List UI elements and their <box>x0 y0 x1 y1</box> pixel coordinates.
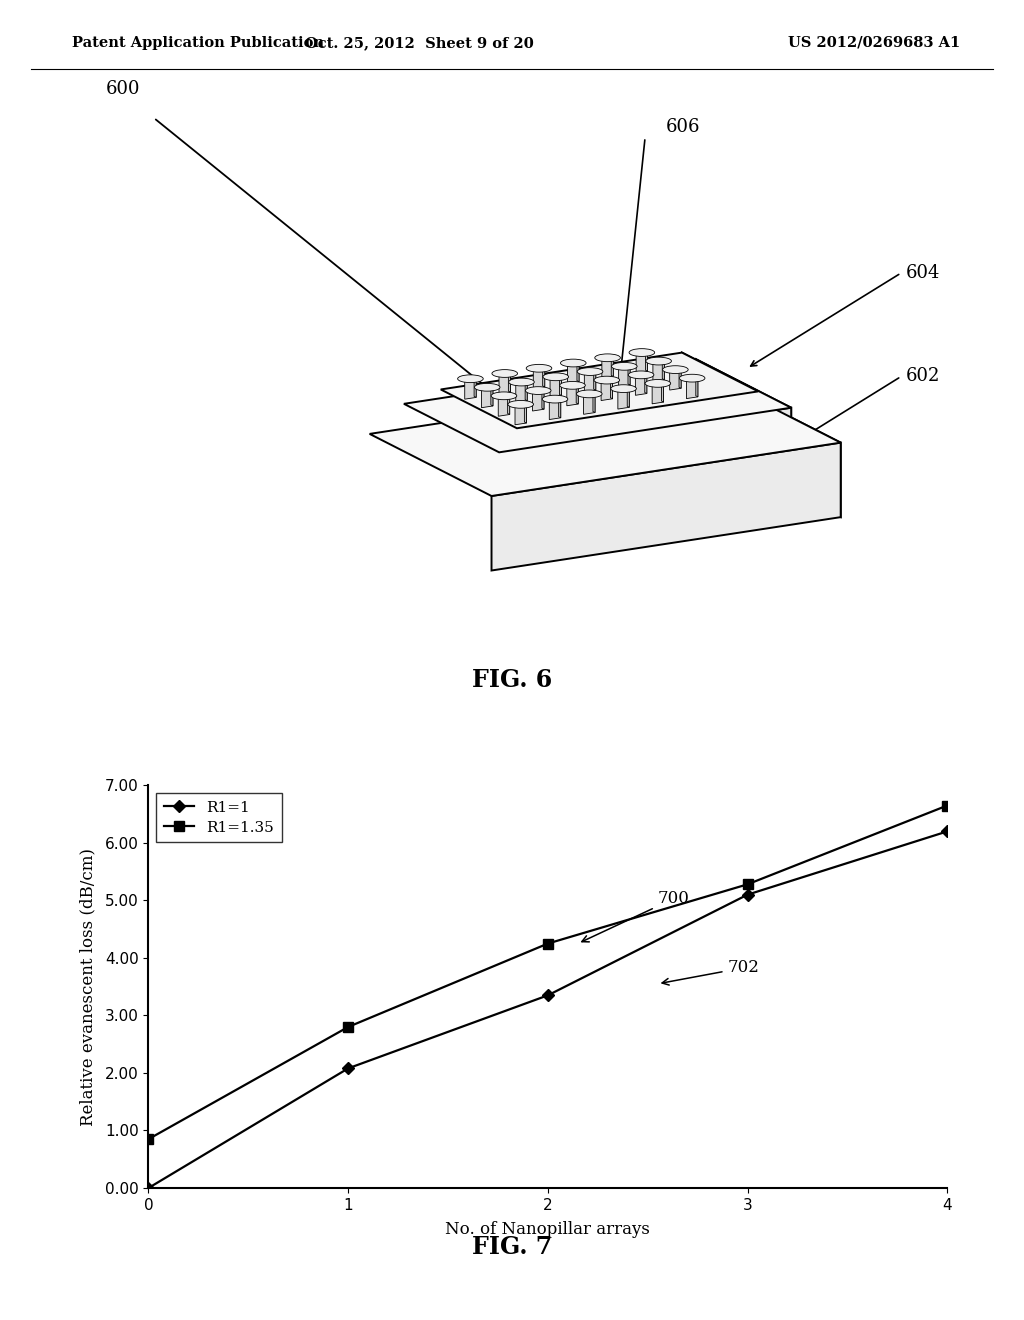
Polygon shape <box>492 442 841 570</box>
Polygon shape <box>618 366 630 387</box>
Polygon shape <box>559 375 561 396</box>
Ellipse shape <box>560 381 586 389</box>
Polygon shape <box>601 379 612 400</box>
Text: 600: 600 <box>105 81 140 99</box>
Polygon shape <box>695 376 698 397</box>
Polygon shape <box>403 359 792 453</box>
Polygon shape <box>682 352 758 408</box>
Polygon shape <box>499 372 510 393</box>
Ellipse shape <box>611 363 637 370</box>
Ellipse shape <box>458 375 483 383</box>
Polygon shape <box>670 368 681 389</box>
Polygon shape <box>499 408 792 487</box>
Ellipse shape <box>492 392 517 400</box>
Polygon shape <box>543 367 545 387</box>
Polygon shape <box>567 362 579 383</box>
Polygon shape <box>645 351 647 371</box>
Ellipse shape <box>560 359 586 367</box>
Polygon shape <box>686 378 698 399</box>
Polygon shape <box>611 356 613 376</box>
Y-axis label: Relative evanescent loss (dB/cm): Relative evanescent loss (dB/cm) <box>80 847 96 1126</box>
Polygon shape <box>602 356 613 379</box>
Ellipse shape <box>509 378 535 385</box>
Text: FIG. 7: FIG. 7 <box>472 1236 552 1259</box>
Text: US 2012/0269683 A1: US 2012/0269683 A1 <box>788 36 961 50</box>
Polygon shape <box>517 392 758 445</box>
Polygon shape <box>635 374 647 395</box>
Ellipse shape <box>577 389 602 397</box>
Polygon shape <box>532 389 544 411</box>
Polygon shape <box>636 351 647 374</box>
Ellipse shape <box>595 354 621 362</box>
Ellipse shape <box>645 380 671 387</box>
Text: 702: 702 <box>663 960 760 985</box>
Ellipse shape <box>543 395 567 403</box>
Text: 700: 700 <box>582 890 689 942</box>
Ellipse shape <box>610 384 636 392</box>
Polygon shape <box>652 383 664 404</box>
Polygon shape <box>508 371 510 392</box>
Ellipse shape <box>679 375 705 381</box>
Polygon shape <box>584 393 595 414</box>
Legend: R1=1, R1=1.35: R1=1, R1=1.35 <box>156 793 282 842</box>
Polygon shape <box>465 378 476 399</box>
Polygon shape <box>593 392 595 413</box>
Ellipse shape <box>629 348 654 356</box>
Ellipse shape <box>543 374 568 380</box>
Polygon shape <box>719 380 841 517</box>
Polygon shape <box>617 388 630 409</box>
Text: 606: 606 <box>666 119 700 136</box>
Polygon shape <box>585 371 596 392</box>
Polygon shape <box>577 362 579 381</box>
Polygon shape <box>524 403 526 422</box>
Ellipse shape <box>578 368 603 375</box>
Polygon shape <box>490 385 493 407</box>
Polygon shape <box>577 383 579 404</box>
Text: Oct. 25, 2012  Sheet 9 of 20: Oct. 25, 2012 Sheet 9 of 20 <box>305 36 535 50</box>
Polygon shape <box>696 359 792 442</box>
Ellipse shape <box>663 366 688 374</box>
Polygon shape <box>559 397 561 418</box>
Text: 602: 602 <box>906 367 941 385</box>
Text: 604: 604 <box>906 264 941 282</box>
Polygon shape <box>474 376 476 397</box>
Ellipse shape <box>525 387 551 395</box>
X-axis label: No. of Nanopillar arrays: No. of Nanopillar arrays <box>445 1221 650 1238</box>
Text: FIG. 6: FIG. 6 <box>472 668 552 693</box>
Polygon shape <box>679 368 681 388</box>
Ellipse shape <box>629 371 654 379</box>
Text: Patent Application Publication: Patent Application Publication <box>72 36 324 50</box>
Polygon shape <box>550 376 561 397</box>
Polygon shape <box>499 395 510 416</box>
Ellipse shape <box>508 400 534 408</box>
Polygon shape <box>542 388 544 409</box>
Polygon shape <box>516 381 527 403</box>
Polygon shape <box>370 380 841 496</box>
Polygon shape <box>628 364 630 385</box>
Polygon shape <box>653 360 665 381</box>
Ellipse shape <box>474 383 500 391</box>
Ellipse shape <box>526 364 552 372</box>
Polygon shape <box>508 393 510 414</box>
Polygon shape <box>515 404 526 425</box>
Polygon shape <box>440 352 758 428</box>
Polygon shape <box>567 384 579 405</box>
Polygon shape <box>645 374 647 393</box>
Polygon shape <box>662 381 664 403</box>
Ellipse shape <box>646 358 672 364</box>
Polygon shape <box>628 387 630 408</box>
Ellipse shape <box>492 370 517 378</box>
Polygon shape <box>663 359 665 380</box>
Polygon shape <box>481 387 493 408</box>
Polygon shape <box>610 378 612 399</box>
Polygon shape <box>525 380 527 401</box>
Polygon shape <box>549 399 561 420</box>
Polygon shape <box>534 367 545 388</box>
Ellipse shape <box>594 376 620 384</box>
Polygon shape <box>594 370 596 391</box>
